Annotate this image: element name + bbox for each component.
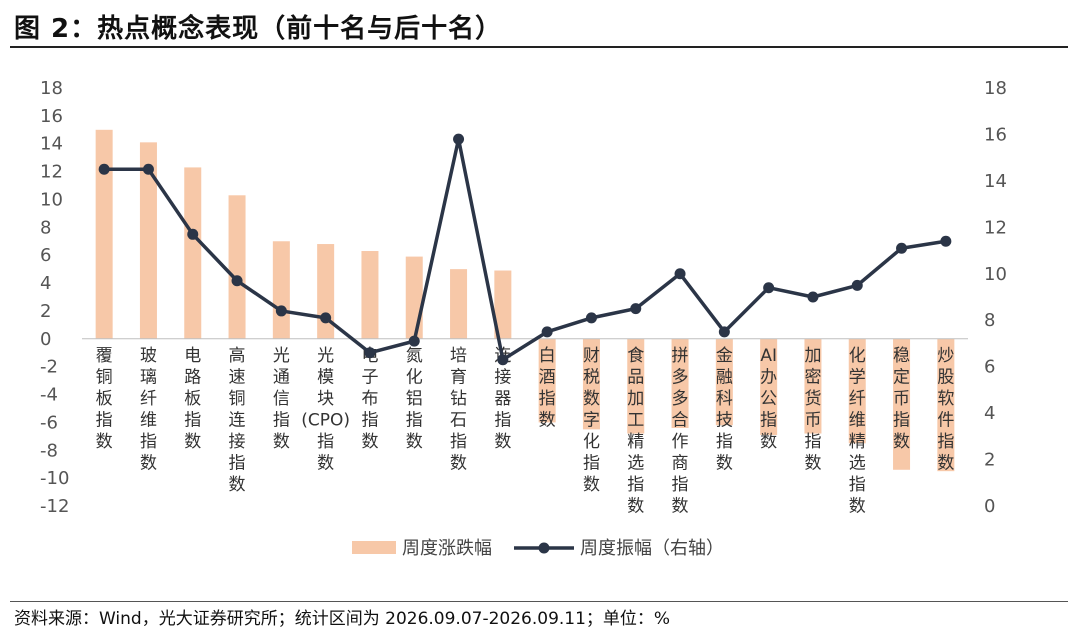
bar — [139, 142, 157, 339]
y-right-tick-label: 16 — [984, 124, 1007, 145]
category-label: 电子布指数 — [361, 346, 378, 452]
amplitude-point — [851, 279, 863, 291]
y-left-tick-label: 0 — [40, 329, 51, 350]
chart-title: 图 2：热点概念表现（前十名与后十名） — [14, 14, 503, 44]
category-label: 氮化铝指数 — [406, 346, 423, 452]
y-left-tick-label: -10 — [40, 468, 69, 489]
bar — [848, 338, 866, 444]
category-label: 电路板指数 — [184, 346, 201, 452]
amplitude-point — [718, 326, 730, 338]
amplitude-point — [364, 347, 376, 359]
y-left-tick-label: -2 — [40, 357, 58, 378]
amplitude-line — [104, 137, 947, 362]
y-left-tick-label: 10 — [40, 189, 63, 210]
y-left-tick-label: 12 — [40, 162, 63, 183]
y-right-tick-label: 2 — [984, 450, 995, 471]
amplitude-point — [275, 305, 287, 317]
bar — [450, 269, 468, 339]
amplitude-point — [585, 312, 597, 324]
category-label: 稳定币指数 — [893, 346, 910, 452]
y-left-tick-label: -12 — [40, 496, 69, 517]
bar — [582, 338, 600, 430]
amplitude-point — [541, 326, 553, 338]
category-label: 财税数字化指数 — [583, 346, 600, 495]
category-label: 金融科技指数 — [716, 346, 733, 474]
y-left-tick-label: 2 — [40, 301, 51, 322]
combo-chart: -12 -10 -8 -6 -4 -2 0 2 4 6 8 10 12 14 16 18 0 2 4 6 8 10 12 14… — [40, 78, 1007, 559]
amplitude-point — [807, 291, 819, 303]
y-left-tick-label: 18 — [40, 78, 63, 99]
bar — [184, 167, 202, 339]
source-divider — [10, 601, 1068, 602]
y-left-tick-label: -4 — [40, 385, 58, 406]
bar — [361, 251, 379, 339]
legend-bar-label: 周度涨跌幅 — [402, 538, 492, 559]
category-label: 高速铜连接指数 — [229, 346, 246, 495]
bar — [538, 338, 556, 423]
y-left-tick-label: 14 — [40, 134, 63, 155]
bar — [405, 256, 423, 339]
amplitude-point — [940, 235, 952, 247]
category-label: 加密货币指数 — [804, 346, 821, 474]
y-right-tick-label: 18 — [984, 78, 1007, 99]
bar — [627, 338, 645, 434]
category-label: 光通信指数 — [273, 346, 290, 452]
y-right-tick-label: 8 — [984, 310, 995, 331]
bar — [494, 270, 512, 339]
source-note: 资料来源：Wind，光大证券研究所；统计区间为 2026.09.07-2026.… — [14, 609, 671, 629]
category-label: 白酒指数 — [539, 346, 556, 431]
y-right-tick-label: 10 — [984, 264, 1007, 285]
legend-line-label: 周度振幅（右轴） — [580, 538, 724, 559]
bar — [95, 129, 113, 339]
y-left-tick-label: 16 — [40, 106, 63, 127]
bar — [228, 195, 246, 339]
amplitude-point — [320, 312, 332, 324]
category-label: 食品加工精选指数 — [627, 346, 644, 517]
legend-line-marker — [538, 542, 550, 554]
amplitude-point — [497, 354, 509, 366]
bar — [671, 338, 689, 428]
bar — [715, 338, 733, 426]
amplitude-point — [98, 163, 110, 175]
category-label: 炒股软件指数 — [937, 346, 954, 474]
category-label: 拼多多合作商指数 — [672, 346, 689, 517]
title-divider — [10, 46, 1068, 48]
amplitude-point — [630, 303, 642, 315]
category-label: 化学纤维精选指数 — [849, 346, 866, 517]
amplitude-point — [674, 268, 686, 280]
bar — [937, 338, 955, 472]
y-left-tick-label: -8 — [40, 440, 58, 461]
amplitude-point — [453, 133, 465, 145]
bar — [893, 338, 911, 470]
category-label: 覆铜板指数 — [96, 346, 113, 452]
bar — [272, 241, 290, 339]
amplitude-point — [896, 242, 908, 254]
y-right-tick-label: 14 — [984, 171, 1007, 192]
amplitude-point — [187, 228, 199, 240]
y-left-tick-label: 6 — [40, 245, 51, 266]
y-left-tick-label: 4 — [40, 273, 51, 294]
y-right-tick-label: 0 — [984, 496, 995, 517]
legend-bar-swatch — [352, 541, 396, 554]
bar — [804, 338, 822, 434]
category-label: 培育钻石指数 — [450, 346, 467, 474]
y-left-tick-label: -6 — [40, 412, 58, 433]
category-label: 玻璃纤维指数 — [140, 346, 157, 474]
y-right-tick-label: 6 — [984, 357, 995, 378]
amplitude-point — [231, 275, 243, 287]
y-right-tick-label: 4 — [984, 403, 995, 424]
category-label: 光模块(CPO)指数 — [301, 346, 350, 474]
amplitude-point — [408, 335, 420, 347]
y-left-tick-label: 8 — [40, 217, 51, 238]
y-right-tick-label: 12 — [984, 217, 1007, 238]
category-label: AI 办公指数 — [760, 346, 777, 452]
amplitude-point — [142, 163, 154, 175]
bar — [760, 338, 778, 435]
amplitude-point — [763, 282, 775, 294]
